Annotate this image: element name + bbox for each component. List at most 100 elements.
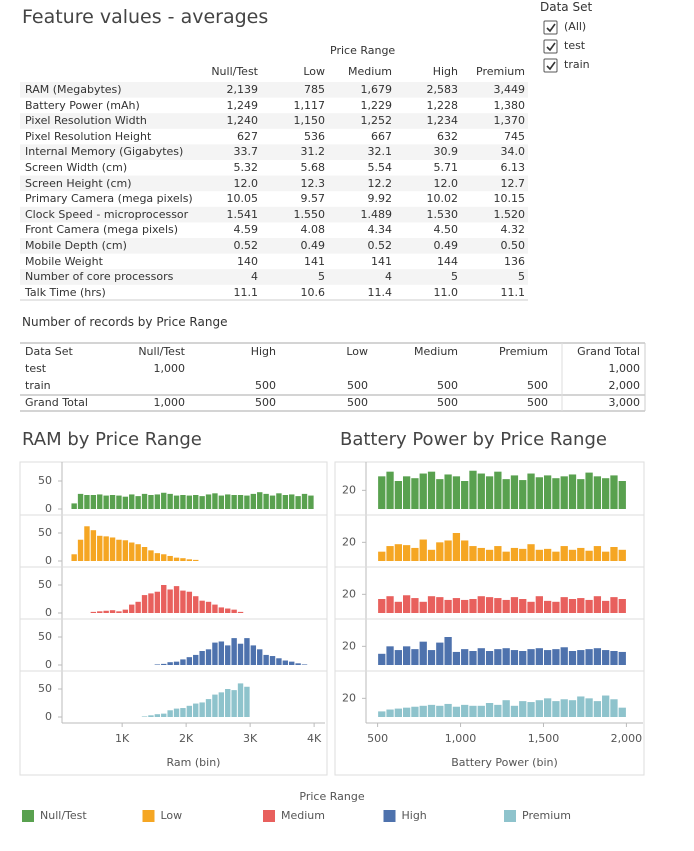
cell: 5 bbox=[518, 270, 525, 284]
x-tick-label: 1,000 bbox=[445, 732, 477, 745]
histogram-bar bbox=[402, 595, 411, 613]
histogram-bar bbox=[560, 647, 568, 665]
histogram-bar bbox=[593, 648, 602, 665]
histogram-bar bbox=[199, 651, 205, 665]
cell: 2,583 bbox=[426, 83, 459, 96]
y-tick-label: 0 bbox=[45, 554, 52, 567]
histogram-bar bbox=[411, 598, 419, 613]
histogram-bar bbox=[122, 540, 129, 561]
histogram-bar bbox=[502, 648, 510, 665]
histogram-bar bbox=[141, 716, 148, 717]
histogram-bar bbox=[186, 495, 193, 509]
cell: 10.05 bbox=[226, 192, 259, 206]
histogram-bar bbox=[494, 649, 502, 665]
histogram-bar bbox=[167, 493, 173, 509]
legend-swatch bbox=[142, 810, 155, 822]
column-header: Medium bbox=[414, 345, 458, 358]
cell: 4.32 bbox=[500, 223, 526, 237]
column-header: High bbox=[250, 345, 276, 358]
histogram-bar bbox=[237, 611, 244, 613]
y-tick-label: 20 bbox=[342, 587, 356, 600]
histogram-bar bbox=[212, 694, 218, 717]
cell: 785 bbox=[304, 83, 325, 96]
legend-label: Premium bbox=[522, 809, 571, 822]
filter-option[interactable]: (All) bbox=[564, 20, 587, 33]
y-tick-label: 20 bbox=[342, 639, 356, 652]
histogram-bar bbox=[485, 597, 494, 613]
cell: 144 bbox=[437, 254, 458, 268]
histogram-bar bbox=[167, 589, 173, 613]
histogram-bar bbox=[436, 542, 444, 561]
column-header: High bbox=[432, 65, 458, 78]
histogram-bar bbox=[419, 641, 427, 665]
histogram-bar bbox=[452, 706, 461, 717]
histogram-bar bbox=[103, 610, 109, 613]
histogram-bar bbox=[427, 704, 436, 717]
row-band bbox=[20, 269, 528, 285]
x-tick-label: 4K bbox=[307, 732, 322, 745]
histogram-bar bbox=[402, 545, 411, 561]
cell: 5.68 bbox=[300, 161, 326, 174]
filter-option[interactable]: test bbox=[564, 39, 586, 52]
y-tick-label: 0 bbox=[45, 502, 52, 515]
filter-option[interactable]: train bbox=[564, 58, 590, 71]
histogram-bar bbox=[427, 471, 436, 509]
histogram-bar bbox=[552, 601, 560, 613]
histogram-bar bbox=[502, 551, 510, 561]
histogram-bar bbox=[250, 645, 257, 665]
histogram-bar bbox=[84, 526, 90, 561]
histogram-bar bbox=[173, 661, 180, 665]
histogram-bar bbox=[461, 481, 469, 509]
histogram-bar bbox=[186, 705, 193, 717]
histogram-bar bbox=[193, 654, 199, 665]
histogram-bar bbox=[527, 649, 535, 665]
histogram-bar bbox=[161, 663, 167, 665]
row-band bbox=[20, 206, 528, 223]
cell: 9.92 bbox=[367, 192, 393, 206]
y-tick-label: 50 bbox=[38, 474, 52, 487]
histogram-bar bbox=[378, 476, 386, 509]
histogram-bar bbox=[535, 700, 543, 717]
cell: 500 bbox=[527, 379, 548, 392]
histogram-bar bbox=[618, 651, 626, 665]
histogram-bar bbox=[519, 651, 527, 665]
histogram-bar bbox=[129, 494, 135, 509]
histogram-bar bbox=[237, 643, 244, 665]
histogram-bar bbox=[237, 683, 244, 717]
histogram-bar bbox=[602, 478, 610, 509]
column-group-header: Price Range bbox=[330, 44, 396, 57]
histogram-bar bbox=[427, 596, 436, 613]
histogram-bar bbox=[519, 701, 527, 717]
row-label: Pixel Resolution Height bbox=[25, 129, 152, 143]
histogram-bar bbox=[552, 478, 560, 509]
histogram-bar bbox=[436, 597, 444, 613]
cell: 9.57 bbox=[300, 192, 326, 206]
page-title: Feature values - averages bbox=[22, 6, 269, 28]
cell: 11.0 bbox=[433, 285, 459, 299]
row-label: RAM (Megabytes) bbox=[25, 83, 122, 96]
column-header: Low bbox=[346, 345, 368, 358]
cell: 12.7 bbox=[500, 176, 526, 190]
cell: 31.2 bbox=[300, 145, 326, 159]
cell: 2,139 bbox=[226, 83, 259, 96]
histogram-bar bbox=[122, 609, 129, 613]
histogram-bar bbox=[257, 649, 263, 665]
cell: 1,000 bbox=[153, 396, 186, 409]
legend-label: Medium bbox=[281, 809, 325, 822]
cell: 5 bbox=[318, 270, 325, 284]
histogram-bar bbox=[560, 546, 568, 561]
cell: 12.0 bbox=[233, 176, 259, 190]
histogram-bar bbox=[295, 496, 301, 509]
histogram-bar bbox=[77, 493, 84, 509]
histogram-bar bbox=[122, 496, 129, 509]
histogram-bar bbox=[269, 656, 276, 665]
y-tick-label: 20 bbox=[342, 691, 356, 704]
row-label: Screen Width (cm) bbox=[25, 161, 128, 174]
row-label: Primary Camera (mega pixels) bbox=[25, 192, 193, 206]
row-label: Battery Power (mAh) bbox=[25, 98, 140, 112]
histogram-bar bbox=[135, 544, 141, 561]
legend-swatch bbox=[383, 810, 396, 822]
histogram-bar bbox=[154, 714, 161, 717]
legend-swatch bbox=[263, 810, 275, 822]
histogram-bar bbox=[411, 478, 419, 509]
